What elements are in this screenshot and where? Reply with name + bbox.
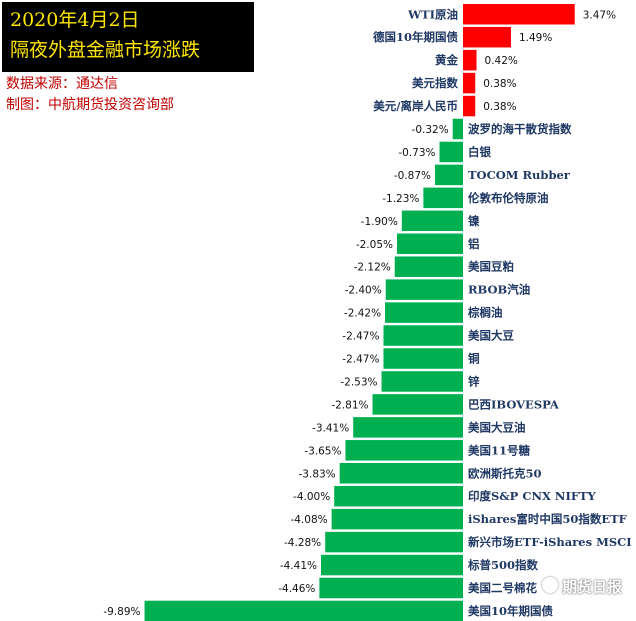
- value-label-0: 3.47%: [583, 9, 616, 21]
- bar-5: [452, 118, 463, 140]
- value-label-8: -1.23%: [382, 193, 419, 205]
- value-label-18: -3.41%: [312, 422, 349, 434]
- category-label-20: 欧洲斯托克50: [468, 466, 542, 480]
- bar-22: [331, 508, 463, 530]
- category-label-3: 美元指数: [412, 76, 458, 90]
- bar-0: [463, 4, 575, 25]
- value-label-6: -0.73%: [398, 147, 435, 159]
- category-label-17: 巴西IBOVESPA: [468, 397, 560, 411]
- bar-18: [353, 417, 463, 438]
- category-label-11: 美国豆粕: [468, 260, 514, 274]
- bar-15: [383, 348, 463, 369]
- value-label-16: -2.53%: [340, 376, 377, 388]
- chart-date: 2020年4月2日: [10, 9, 140, 31]
- category-label-9: 镍: [468, 214, 480, 228]
- value-label-1: 1.49%: [519, 32, 552, 44]
- category-label-24: 标普500指数: [467, 558, 539, 572]
- category-label-0: WTI原油: [407, 7, 458, 21]
- value-label-2: 0.42%: [485, 55, 518, 67]
- bar-20: [339, 463, 463, 484]
- bar-4: [463, 95, 476, 117]
- title-box: 2020年4月2日 隔夜外盘金融市场涨跌: [2, 2, 254, 72]
- bar-2: [463, 49, 477, 71]
- category-label-25: 美国二号棉花: [468, 581, 537, 595]
- category-label-16: 锌: [468, 374, 480, 388]
- category-label-14: 美国大豆: [468, 329, 514, 343]
- bar-1: [463, 26, 511, 48]
- value-label-9: -1.90%: [361, 216, 398, 228]
- logo-icon: [541, 577, 558, 593]
- value-label-24: -4.41%: [280, 560, 317, 572]
- value-label-10: -2.05%: [356, 239, 393, 251]
- value-label-22: -4.08%: [290, 514, 327, 526]
- bar-19: [345, 440, 463, 461]
- watermark: 期货日报: [541, 576, 622, 597]
- category-label-4: 美元/离岸人民币: [373, 99, 458, 113]
- category-label-5: 波罗的海干散货指数: [468, 122, 572, 136]
- bar-24: [320, 554, 463, 576]
- value-label-19: -3.65%: [304, 445, 341, 457]
- category-label-23: 新兴市场ETF-iShares MSCI: [468, 535, 632, 549]
- value-label-11: -2.12%: [354, 262, 391, 274]
- category-label-15: 铜: [467, 352, 480, 366]
- bar-16: [381, 371, 463, 392]
- category-label-18: 美国大豆油: [468, 420, 526, 434]
- value-label-17: -2.81%: [331, 399, 368, 411]
- watermark-text: 期货日报: [561, 578, 622, 596]
- value-label-20: -3.83%: [299, 468, 336, 480]
- value-label-7: -0.87%: [394, 170, 431, 182]
- bar-21: [334, 485, 463, 507]
- bar-8: [423, 187, 463, 209]
- value-label-13: -2.42%: [344, 308, 381, 320]
- category-label-22: iShares富时中国50指数ETF: [468, 512, 628, 526]
- category-label-10: 铝: [468, 237, 480, 251]
- bar-14: [383, 325, 463, 346]
- category-label-6: 白银: [468, 145, 491, 159]
- category-label-13: 棕榈油: [467, 306, 503, 320]
- bar-17: [372, 394, 463, 415]
- made-by: 制图：中航期货投资咨询部: [6, 97, 174, 113]
- bar-10: [396, 233, 463, 254]
- category-label-19: 美国11号糖: [468, 443, 531, 457]
- bar-25: [319, 577, 463, 599]
- category-label-8: 伦敦布伦特原油: [468, 191, 549, 205]
- value-label-12: -2.40%: [345, 285, 382, 297]
- category-label-12: RBOB汽油: [468, 283, 530, 297]
- bar-26: [144, 600, 464, 621]
- bar-11: [394, 256, 463, 277]
- value-label-4: 0.38%: [483, 101, 516, 113]
- bar-12: [385, 279, 463, 300]
- value-label-26: -9.89%: [103, 606, 140, 618]
- bar-13: [385, 302, 463, 323]
- category-label-2: 黄金: [435, 53, 458, 67]
- bar-3: [463, 72, 476, 94]
- value-label-3: 0.38%: [483, 78, 516, 90]
- value-label-25: -4.46%: [278, 583, 315, 595]
- value-label-14: -2.47%: [342, 331, 379, 343]
- chart-title: 隔夜外盘金融市场涨跌: [10, 39, 201, 61]
- value-label-21: -4.00%: [293, 491, 330, 503]
- category-label-21: 印度S&P CNX NIFTY: [468, 489, 597, 503]
- value-label-5: -0.32%: [412, 124, 449, 136]
- bar-6: [439, 141, 463, 163]
- category-label-1: 德国10年期国债: [372, 30, 459, 44]
- category-label-26: 美国10年期国债: [468, 604, 554, 618]
- bar-7: [434, 164, 463, 186]
- bar-9: [401, 210, 463, 232]
- value-label-23: -4.28%: [284, 537, 321, 549]
- value-label-15: -2.47%: [342, 354, 379, 366]
- data-source: 数据来源：通达信: [6, 76, 118, 92]
- bar-23: [325, 531, 463, 553]
- category-label-7: TOCOM Rubber: [468, 168, 571, 182]
